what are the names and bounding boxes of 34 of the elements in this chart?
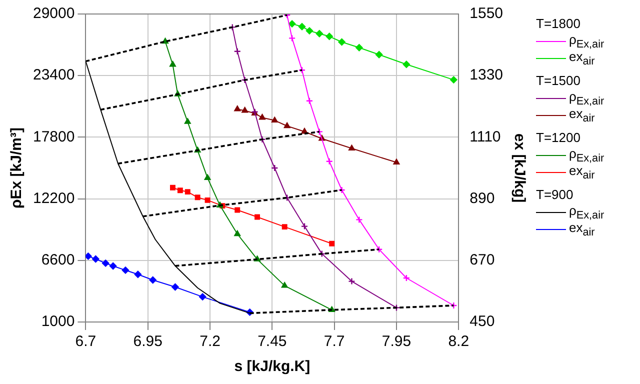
y2-tick-label: 670 xyxy=(470,252,495,269)
legend-label: ρ$_{Ex,air}$ xyxy=(569,32,604,51)
x-tick-label: 7.7 xyxy=(324,333,345,350)
text: T=1800 xyxy=(536,16,582,31)
y-axis-title: ρEx [kJ/m³] xyxy=(8,128,26,208)
y-tick-label: 29000 xyxy=(32,5,75,22)
legend-label: ρ$_{Ex,air}$ xyxy=(569,203,604,222)
text: T=1500 xyxy=(536,73,582,88)
legend-label: ex$_{air}$ xyxy=(569,163,595,182)
y-tick-label: 17800 xyxy=(32,128,75,146)
x-tick-label: 6.95 xyxy=(133,333,162,350)
y-tick-label: 1000 xyxy=(41,313,75,330)
x-axis-title: s [kJ/kg.K] xyxy=(234,358,310,376)
y2-tick-label: 1110 xyxy=(470,128,501,146)
y2-tick-label: 1550 xyxy=(470,5,504,22)
legend-label: ρ$_{Ex,air}$ xyxy=(569,146,604,165)
legend-label: ρ$_{Ex,air}$ xyxy=(569,89,604,108)
text: T=900 xyxy=(536,187,574,202)
y-tick-label: 12200 xyxy=(32,190,75,207)
text: T=1200 xyxy=(536,130,582,145)
x-tick-label: 6.7 xyxy=(75,333,96,350)
legend-label: ex$_{air}$ xyxy=(569,49,595,68)
y2-tick-label: 1330 xyxy=(470,66,504,84)
x-tick-label: 7.2 xyxy=(200,333,220,350)
y-tick-label: 23400 xyxy=(32,66,75,84)
legend-label: ex$_{air}$ xyxy=(569,220,595,239)
y-tick-label: 6600 xyxy=(41,252,75,269)
y2-tick-label: 450 xyxy=(470,313,495,330)
x-tick-label: 7.45 xyxy=(258,333,287,350)
y2-axis-title: ex [kJ/kg] xyxy=(510,133,528,203)
x-tick-label: 8.2 xyxy=(448,333,470,350)
x-tick-label: 7.95 xyxy=(382,333,412,350)
legend-label: ex$_{air}$ xyxy=(569,106,595,125)
y2-tick-label: 890 xyxy=(470,190,495,207)
